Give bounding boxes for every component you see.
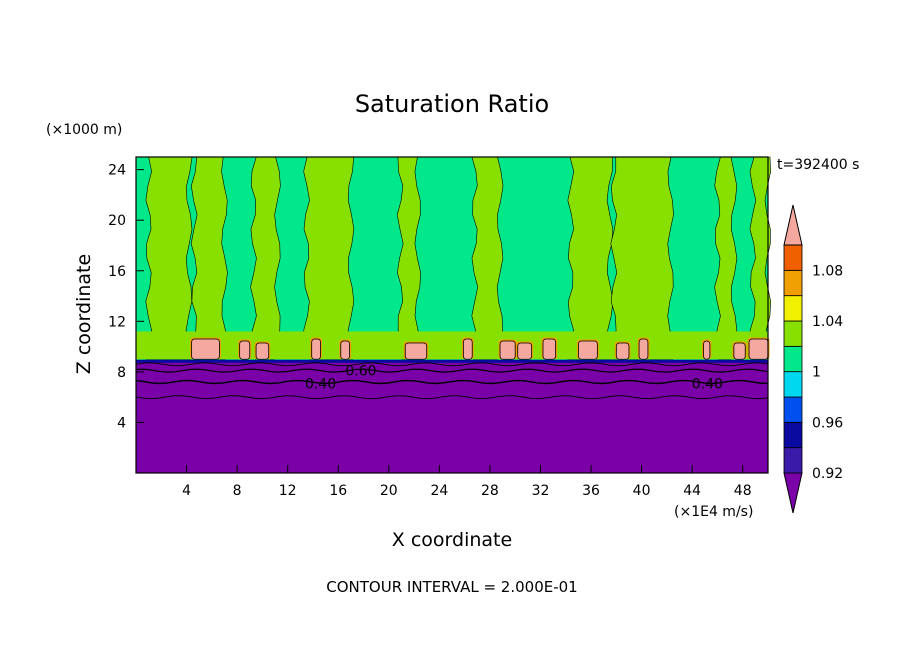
x-tick-label: 24 xyxy=(430,483,448,499)
contour-line xyxy=(135,362,769,367)
cloud-patch xyxy=(311,338,321,360)
plot-frame xyxy=(135,156,769,474)
colorbar-high-arrow xyxy=(783,204,803,246)
x-tick-label: 48 xyxy=(734,483,752,499)
cloud-patch xyxy=(542,338,557,360)
contour-line xyxy=(135,395,769,400)
colorbar-band xyxy=(783,371,803,398)
y-tick-label: 16 xyxy=(108,264,126,280)
colorbar-tick-label: 1.08 xyxy=(812,263,843,279)
colorbar-tick-label: 0.96 xyxy=(812,415,843,431)
cloud-patch xyxy=(517,342,533,360)
cloud-base-band xyxy=(136,331,768,360)
x-tick-label: 20 xyxy=(380,483,398,499)
colorbar-low-arrow xyxy=(783,472,803,514)
lower-region xyxy=(136,361,768,473)
x-tick-label: 8 xyxy=(233,483,242,499)
light-green-column xyxy=(610,156,674,360)
cloud-patch xyxy=(638,338,649,360)
light-green-column xyxy=(567,156,614,360)
colorbar-tick-label: 1 xyxy=(812,365,821,381)
contour-interval-footer: CONTOUR INTERVAL = 2.000E-01 xyxy=(326,578,577,596)
y-axis-ticks: 4 8 12 16 20 24 xyxy=(108,163,144,431)
contour-line xyxy=(135,368,769,373)
contour-label: 0.40 xyxy=(692,376,723,392)
colorbar-band xyxy=(783,447,803,474)
colorbar-band xyxy=(783,320,803,347)
x-axis-ticks: 4 8 12 16 20 24 28 32 36 40 44 48 xyxy=(182,465,752,499)
contour-lines xyxy=(135,362,769,400)
x-tick-label: 28 xyxy=(481,483,499,499)
contour-label: 0.40 xyxy=(305,376,336,392)
cloud-patch xyxy=(239,340,251,360)
colorbar-band xyxy=(783,421,803,449)
contour-label: 0.60 xyxy=(345,364,376,380)
light-green-column xyxy=(145,156,193,360)
x-tick-label: 16 xyxy=(329,483,347,499)
light-green-column xyxy=(303,156,355,360)
colorbar-band xyxy=(783,396,803,423)
cloud-patch xyxy=(733,342,746,360)
colorbar-band xyxy=(783,345,803,373)
plot-area xyxy=(136,156,772,473)
time-label: t=392400 s xyxy=(777,157,859,173)
cloud-patch xyxy=(578,340,598,360)
cloud-patch xyxy=(191,338,220,360)
cloud-patch xyxy=(748,338,769,360)
cloud-patch xyxy=(255,342,270,360)
x-axis-label: X coordinate xyxy=(392,529,512,551)
cloud-patch xyxy=(703,340,711,360)
colorbar-band xyxy=(783,244,803,271)
y-unit-label: (×1000 m) xyxy=(46,122,122,138)
cloud-patch xyxy=(404,342,428,360)
colorbar-tick-label: 1.04 xyxy=(812,314,843,330)
upper-region xyxy=(136,157,768,362)
lower-region-edge xyxy=(136,359,768,363)
y-tick-label: 4 xyxy=(117,415,126,431)
colorbar-tick-label: 0.92 xyxy=(812,466,843,482)
contour-labels: 0.40 0.60 0.40 xyxy=(305,364,723,393)
y-tick-label: 20 xyxy=(108,213,126,229)
cloud-patch xyxy=(340,340,351,360)
x-tick-label: 36 xyxy=(582,483,600,499)
y-tick-label: 24 xyxy=(108,163,126,179)
colorbar-band xyxy=(783,269,803,297)
x-tick-label: 44 xyxy=(683,483,701,499)
colorbar-band xyxy=(783,295,803,322)
contour-line xyxy=(135,379,769,385)
cloud-patch xyxy=(462,338,473,360)
colorbar: 0.92 0.96 1 1.04 1.08 xyxy=(783,204,843,514)
y-axis-label: Z coordinate xyxy=(73,254,95,374)
cloud-patch xyxy=(499,340,516,360)
cloud-patch xyxy=(615,342,630,360)
x-tick-label: 4 xyxy=(182,483,191,499)
x-unit-label: (×1E4 m/s) xyxy=(674,504,753,520)
chart-title: Saturation Ratio xyxy=(355,90,549,118)
x-tick-label: 32 xyxy=(532,483,550,499)
y-tick-label: 12 xyxy=(108,314,126,330)
y-tick-label: 8 xyxy=(117,365,126,381)
x-tick-label: 12 xyxy=(279,483,297,499)
light-green-column xyxy=(190,156,228,360)
x-tick-label: 40 xyxy=(633,483,651,499)
